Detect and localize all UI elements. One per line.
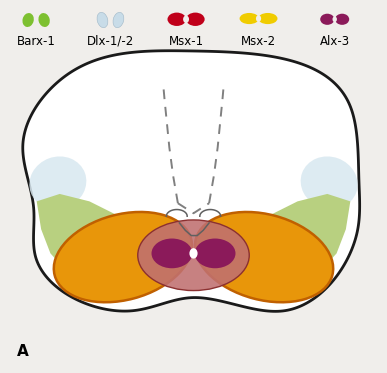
- Ellipse shape: [38, 13, 50, 27]
- Ellipse shape: [113, 12, 124, 28]
- Ellipse shape: [335, 14, 349, 25]
- Ellipse shape: [138, 220, 249, 291]
- Ellipse shape: [256, 15, 261, 22]
- Ellipse shape: [168, 13, 186, 26]
- Text: Msx-2: Msx-2: [241, 35, 276, 48]
- Polygon shape: [240, 194, 350, 288]
- Ellipse shape: [301, 156, 358, 209]
- Text: Barx-1: Barx-1: [17, 35, 55, 48]
- Ellipse shape: [195, 238, 236, 268]
- Ellipse shape: [320, 14, 334, 25]
- Text: Msx-1: Msx-1: [168, 35, 204, 48]
- Ellipse shape: [258, 13, 277, 24]
- Ellipse shape: [97, 12, 108, 28]
- Ellipse shape: [332, 16, 337, 22]
- Ellipse shape: [189, 248, 198, 258]
- Ellipse shape: [183, 16, 189, 23]
- Ellipse shape: [29, 156, 86, 209]
- Ellipse shape: [186, 13, 205, 26]
- Ellipse shape: [151, 238, 192, 268]
- Text: Alx-3: Alx-3: [320, 35, 350, 48]
- Ellipse shape: [195, 212, 333, 302]
- Polygon shape: [37, 194, 147, 288]
- Ellipse shape: [54, 212, 192, 302]
- Text: A: A: [17, 344, 29, 359]
- Ellipse shape: [22, 13, 34, 27]
- Text: Dlx-1/-2: Dlx-1/-2: [87, 35, 134, 48]
- Ellipse shape: [240, 13, 259, 24]
- Polygon shape: [23, 51, 360, 311]
